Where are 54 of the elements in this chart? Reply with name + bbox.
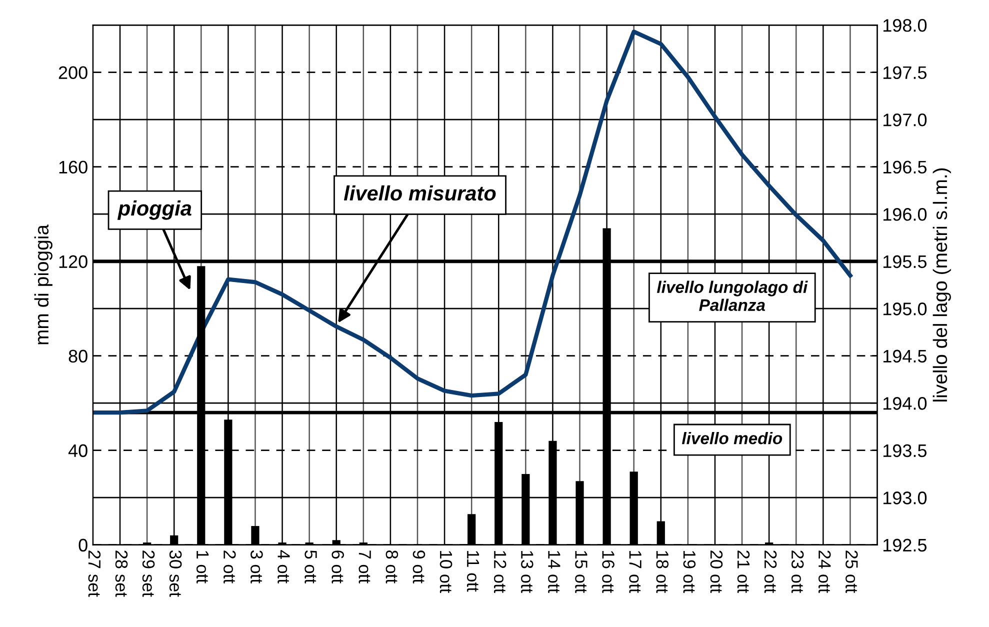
- y-tick-label: 0: [78, 538, 88, 552]
- x-tick-label: 16 ott: [602, 551, 614, 594]
- y2-tick-label: 192.5: [883, 538, 927, 552]
- x-tick-label: 13 ott: [521, 551, 534, 594]
- x-tick-label: 22 ott: [764, 550, 777, 594]
- x-tick-label: 11 ott: [466, 551, 480, 592]
- x-tick-label: 3 ott: [250, 550, 263, 584]
- y2-tick-label: 193.5: [883, 444, 927, 458]
- x-tick-label: 28 set: [115, 550, 128, 597]
- x-tick-label: 29 set: [142, 550, 155, 597]
- y2-tick-label: 194.0: [883, 397, 927, 410]
- y-tick-label: 160: [59, 160, 88, 174]
- x-tick-label: 15 ott: [575, 551, 588, 594]
- x-tick-label: 1 ott: [196, 551, 209, 584]
- line-series: [92, 30, 852, 415]
- x-tick-label: 27 set: [88, 550, 101, 597]
- ref-line-label: livello lungolago di Pallanza: [656, 280, 808, 311]
- y2-tick-label: 196.5: [883, 160, 927, 174]
- ref-line-label: livello medio: [682, 432, 782, 444]
- y2-tick-label: 196.0: [883, 208, 927, 221]
- x-tick-label: 24 ott: [818, 550, 831, 594]
- x-tick-label: 12 ott: [494, 551, 506, 594]
- x-tick-label: 20 ott: [710, 550, 723, 594]
- x-tick-label: 21 ott: [737, 550, 750, 594]
- x-tick-label: 5 ott: [304, 550, 317, 584]
- y2-tick-label: 197.0: [883, 114, 927, 126]
- x-tick-label: 19 ott: [683, 551, 696, 594]
- y2-tick-label: 195.0: [883, 302, 927, 316]
- y2-axis-title: livello del lago (metri s.l.m.): [932, 168, 951, 402]
- annotation: livello misurato: [344, 185, 496, 201]
- y-tick-label: 40: [68, 444, 88, 458]
- y-axis-title: mm di pioggia: [34, 224, 52, 344]
- x-tick-label: 2 ott: [224, 550, 236, 584]
- x-tick-label: 17 ott: [629, 551, 642, 594]
- y2-tick-label: 198.0: [883, 19, 927, 32]
- x-tick-label: 18 ott: [656, 551, 669, 594]
- y2-tick-label: 193.0: [883, 492, 927, 504]
- x-tick-label: 25 ott: [846, 550, 858, 594]
- y-tick-label: 80: [68, 350, 88, 363]
- x-tick-label: 14 ott: [548, 551, 560, 594]
- x-tick-label: 10 ott: [440, 551, 452, 594]
- y2-tick-label: 195.5: [883, 255, 927, 268]
- x-tick-label: 23 ott: [791, 550, 804, 594]
- y2-tick-label: 194.5: [883, 350, 927, 363]
- x-tick-label: 8 ott: [386, 550, 398, 584]
- x-tick-label: 4 ott: [278, 550, 290, 584]
- x-tick-label: 30 set: [169, 550, 182, 597]
- x-tick-label: 9 ott: [412, 550, 426, 584]
- x-tick-label: 6 ott: [332, 550, 344, 584]
- annotation: pioggia: [117, 200, 192, 220]
- y-tick-label: 120: [59, 255, 88, 268]
- x-tick-label: 7 ott: [358, 550, 371, 584]
- y-tick-label: 200: [58, 66, 88, 80]
- y2-tick-label: 197.5: [883, 66, 927, 80]
